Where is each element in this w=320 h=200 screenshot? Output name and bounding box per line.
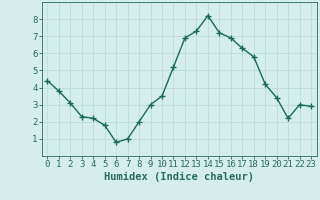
X-axis label: Humidex (Indice chaleur): Humidex (Indice chaleur) bbox=[104, 172, 254, 182]
